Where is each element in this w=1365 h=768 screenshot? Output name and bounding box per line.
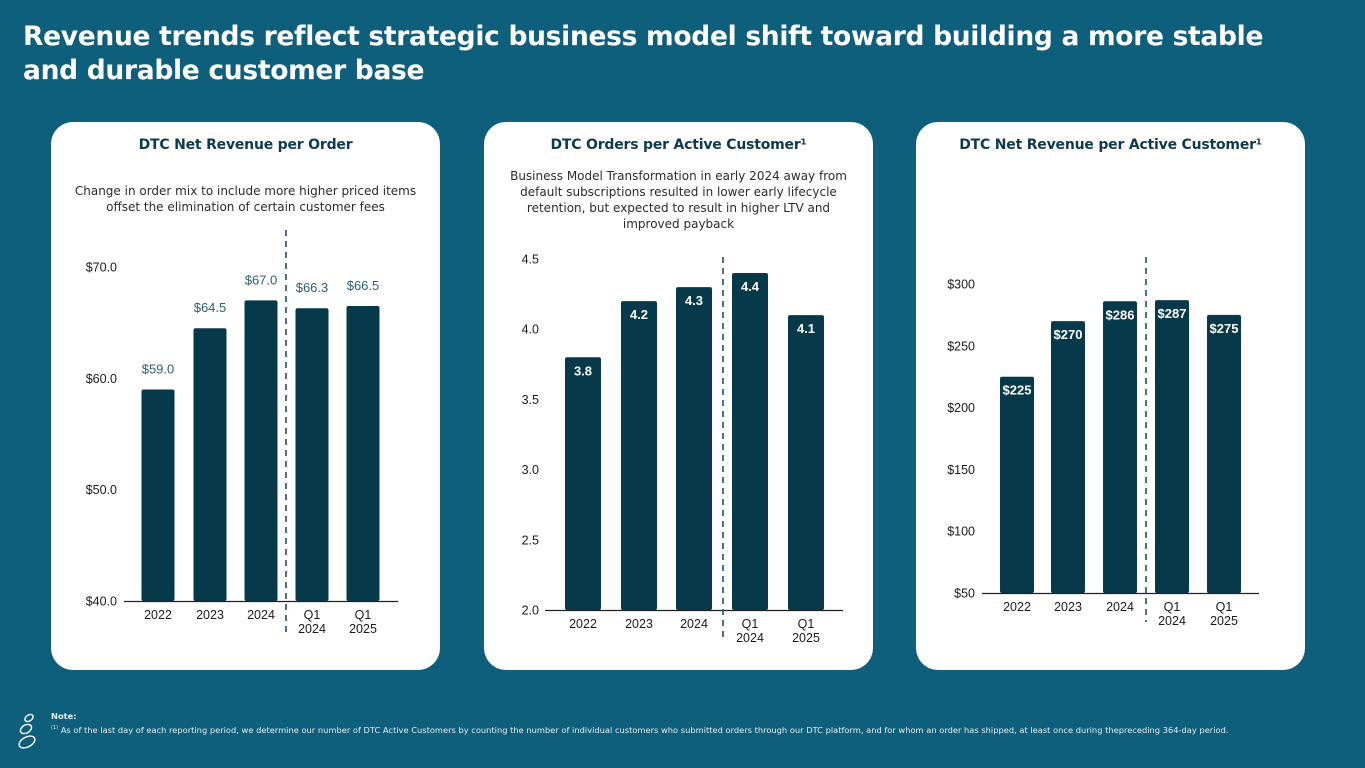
x-tick-label: 2025 (349, 622, 377, 636)
x-tick-label: 2024 (680, 617, 708, 631)
bar (295, 308, 329, 601)
chart-title: DTC Net Revenue per Order (138, 137, 353, 153)
x-tick-label: Q1 (304, 608, 321, 622)
bar (346, 305, 380, 601)
data-label: $287 (1158, 306, 1187, 321)
data-label: $225 (1003, 383, 1032, 398)
y-tick-label: $60.0 (86, 372, 117, 386)
data-label: $270 (1054, 327, 1083, 342)
data-label: 4.4 (741, 279, 760, 294)
data-label: $286 (1106, 307, 1135, 322)
data-label: $66.5 (347, 278, 380, 293)
bar (1155, 300, 1189, 593)
data-label: 4.1 (797, 321, 815, 336)
footnote: Note: (1) As of the last day of each rep… (51, 710, 1251, 736)
x-tick-label: 2024 (298, 622, 326, 636)
bar (1103, 301, 1137, 593)
data-label: $59.0 (142, 361, 175, 376)
note-marker: (1) (51, 725, 59, 731)
chart-subtitle: Change in order mix to include more high… (74, 184, 417, 214)
data-label: 4.3 (685, 293, 703, 308)
x-tick-label: 2022 (569, 617, 597, 631)
x-tick-label: 2022 (144, 608, 172, 622)
bar (676, 287, 712, 610)
x-tick-label: 2023 (1054, 600, 1082, 614)
bar (193, 328, 227, 601)
bar (732, 273, 768, 610)
note-label: Note: (51, 711, 77, 721)
x-tick-label: 2023 (196, 608, 224, 622)
stacked-stones-logo-icon (18, 713, 36, 749)
y-tick-label: $150 (947, 463, 975, 477)
bar (621, 301, 657, 610)
x-tick-label: 2024 (247, 608, 275, 622)
y-tick-label: $70.0 (86, 261, 117, 275)
x-tick-label: 2024 (1106, 600, 1134, 614)
data-label: $67.0 (245, 272, 278, 287)
x-tick-label: 2025 (1210, 614, 1238, 628)
y-tick-label: $50.0 (86, 483, 117, 497)
x-tick-label: Q1 (1164, 600, 1181, 614)
data-label: $275 (1210, 321, 1239, 336)
bar (1207, 314, 1241, 593)
bar (1051, 321, 1085, 593)
x-tick-label: 2025 (792, 631, 820, 645)
chart-subtitle: Business Model Transformation in early 2… (510, 169, 847, 231)
x-tick-label: 2022 (1003, 600, 1031, 614)
bar (244, 300, 278, 601)
chart-title: DTC Orders per Active Customer¹ (550, 137, 807, 153)
y-tick-label: $50 (954, 587, 975, 601)
bar (788, 315, 824, 610)
x-tick-label: 2023 (625, 617, 653, 631)
y-tick-label: $40.0 (86, 595, 117, 609)
y-tick-label: $100 (947, 525, 975, 539)
x-tick-label: 2024 (736, 631, 764, 645)
y-tick-label: 3.5 (522, 393, 539, 407)
x-tick-label: Q1 (355, 608, 372, 622)
bar (565, 357, 601, 610)
note-text: As of the last day of each reporting per… (60, 724, 1229, 735)
chart-title: DTC Net Revenue per Active Customer¹ (959, 137, 1262, 153)
slide-title: Revenue trends reflect strategic busines… (23, 21, 1264, 86)
bar (141, 389, 175, 601)
data-label: 3.8 (574, 363, 592, 378)
x-tick-label: Q1 (1216, 600, 1233, 614)
x-tick-label: Q1 (798, 617, 815, 631)
x-tick-label: 2024 (1158, 614, 1186, 628)
bar (1000, 376, 1034, 593)
data-label: $66.3 (296, 280, 329, 295)
y-tick-label: 4.0 (522, 323, 539, 337)
y-tick-label: 2.5 (522, 533, 539, 547)
y-tick-label: 4.5 (522, 253, 539, 267)
y-tick-label: 3.0 (522, 463, 539, 477)
data-label: $64.5 (194, 300, 227, 315)
y-tick-label: $300 (947, 278, 975, 292)
data-label: 4.2 (630, 307, 648, 322)
x-tick-label: Q1 (742, 617, 759, 631)
y-tick-label: 2.0 (522, 604, 539, 618)
y-tick-label: $200 (947, 401, 975, 415)
y-tick-label: $250 (947, 339, 975, 353)
